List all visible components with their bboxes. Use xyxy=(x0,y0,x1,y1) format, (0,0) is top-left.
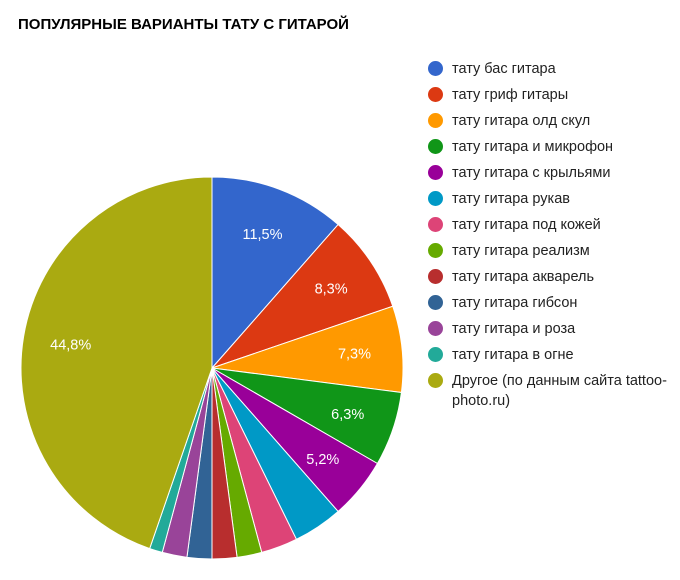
chart-legend: тату бас гитара тату гриф гитары тату гита… xyxy=(428,59,673,411)
pie-slice-label-1: 11,5% xyxy=(242,227,282,243)
legend-label: тату гитара и микрофон xyxy=(452,139,614,155)
legend-item: тату гитара олд скул xyxy=(428,111,673,137)
legend-label: тату гитара в огне xyxy=(452,347,574,363)
legend-item: Другое (по данным сайта tattoo-photo.ru) xyxy=(428,371,673,411)
legend-item: тату гитара в огне xyxy=(428,345,673,371)
legend-swatch xyxy=(428,139,443,154)
legend-item: тату гитара и роза xyxy=(428,319,673,345)
legend-item: тату гитара рукав xyxy=(428,189,673,215)
pie-slice-label-2: 8,3% xyxy=(315,281,348,297)
legend-item: тату гитара с крыльями xyxy=(428,163,673,189)
legend-label: тату гитара реализм xyxy=(452,243,590,259)
legend-swatch xyxy=(428,191,443,206)
legend-swatch xyxy=(428,113,443,128)
pie-slices xyxy=(20,176,404,560)
legend-item: тату гитара реализм xyxy=(428,241,673,267)
legend-label: тату гитара гибсон xyxy=(452,295,578,311)
legend-swatch xyxy=(428,269,443,284)
legend-item: тату гриф гитары xyxy=(428,85,673,111)
legend-label: тату гитара и роза xyxy=(452,321,576,337)
legend-swatch xyxy=(428,373,443,388)
pie-slice-13 xyxy=(20,176,213,550)
legend-item: тату гитара акварель xyxy=(428,267,673,293)
legend-label: Другое (по данным сайта tattoo-photo.ru) xyxy=(452,373,667,409)
legend-item: тату гитара под кожей xyxy=(428,215,673,241)
legend-label: тату гитара под кожей xyxy=(452,217,601,233)
legend-label: тату гитара с крыльями xyxy=(452,165,611,181)
pie-slice-label-4: 6,3% xyxy=(331,407,364,423)
legend-swatch xyxy=(428,295,443,310)
legend-swatch xyxy=(428,87,443,102)
legend-label: тату гитара олд скул xyxy=(452,113,591,129)
legend-swatch xyxy=(428,347,443,362)
legend-item: тату бас гитара xyxy=(428,59,673,85)
pie-slice-2 xyxy=(210,223,394,370)
legend-label: тату гриф гитары xyxy=(452,87,569,103)
chart-title: ПОПУЛЯРНЫЕ ВАРИАНТЫ ТАТУ С ГИТАРОЙ xyxy=(18,16,349,33)
legend-label: тату гитара акварель xyxy=(452,269,595,285)
pie-slice-label-13: 44,8% xyxy=(50,337,91,353)
legend-item: тату гитара гибсон xyxy=(428,293,673,319)
legend-swatch xyxy=(428,165,443,180)
legend-swatch xyxy=(428,321,443,336)
legend-label: тату бас гитара xyxy=(452,61,556,77)
legend-label: тату гитара рукав xyxy=(452,191,570,207)
legend-swatch xyxy=(428,243,443,258)
legend-swatch xyxy=(428,61,443,76)
pie-slice-label-5: 5,2% xyxy=(306,452,339,468)
legend-item: тату гитара и микрофон xyxy=(428,137,673,163)
pie-slice-labels: 11,5% 8,3% 7,3% 6,3% 5,2% 44,8% xyxy=(50,227,371,468)
pie-slice-label-3: 7,3% xyxy=(338,347,371,363)
pie-slice-1 xyxy=(211,176,339,370)
legend-swatch xyxy=(428,217,443,232)
